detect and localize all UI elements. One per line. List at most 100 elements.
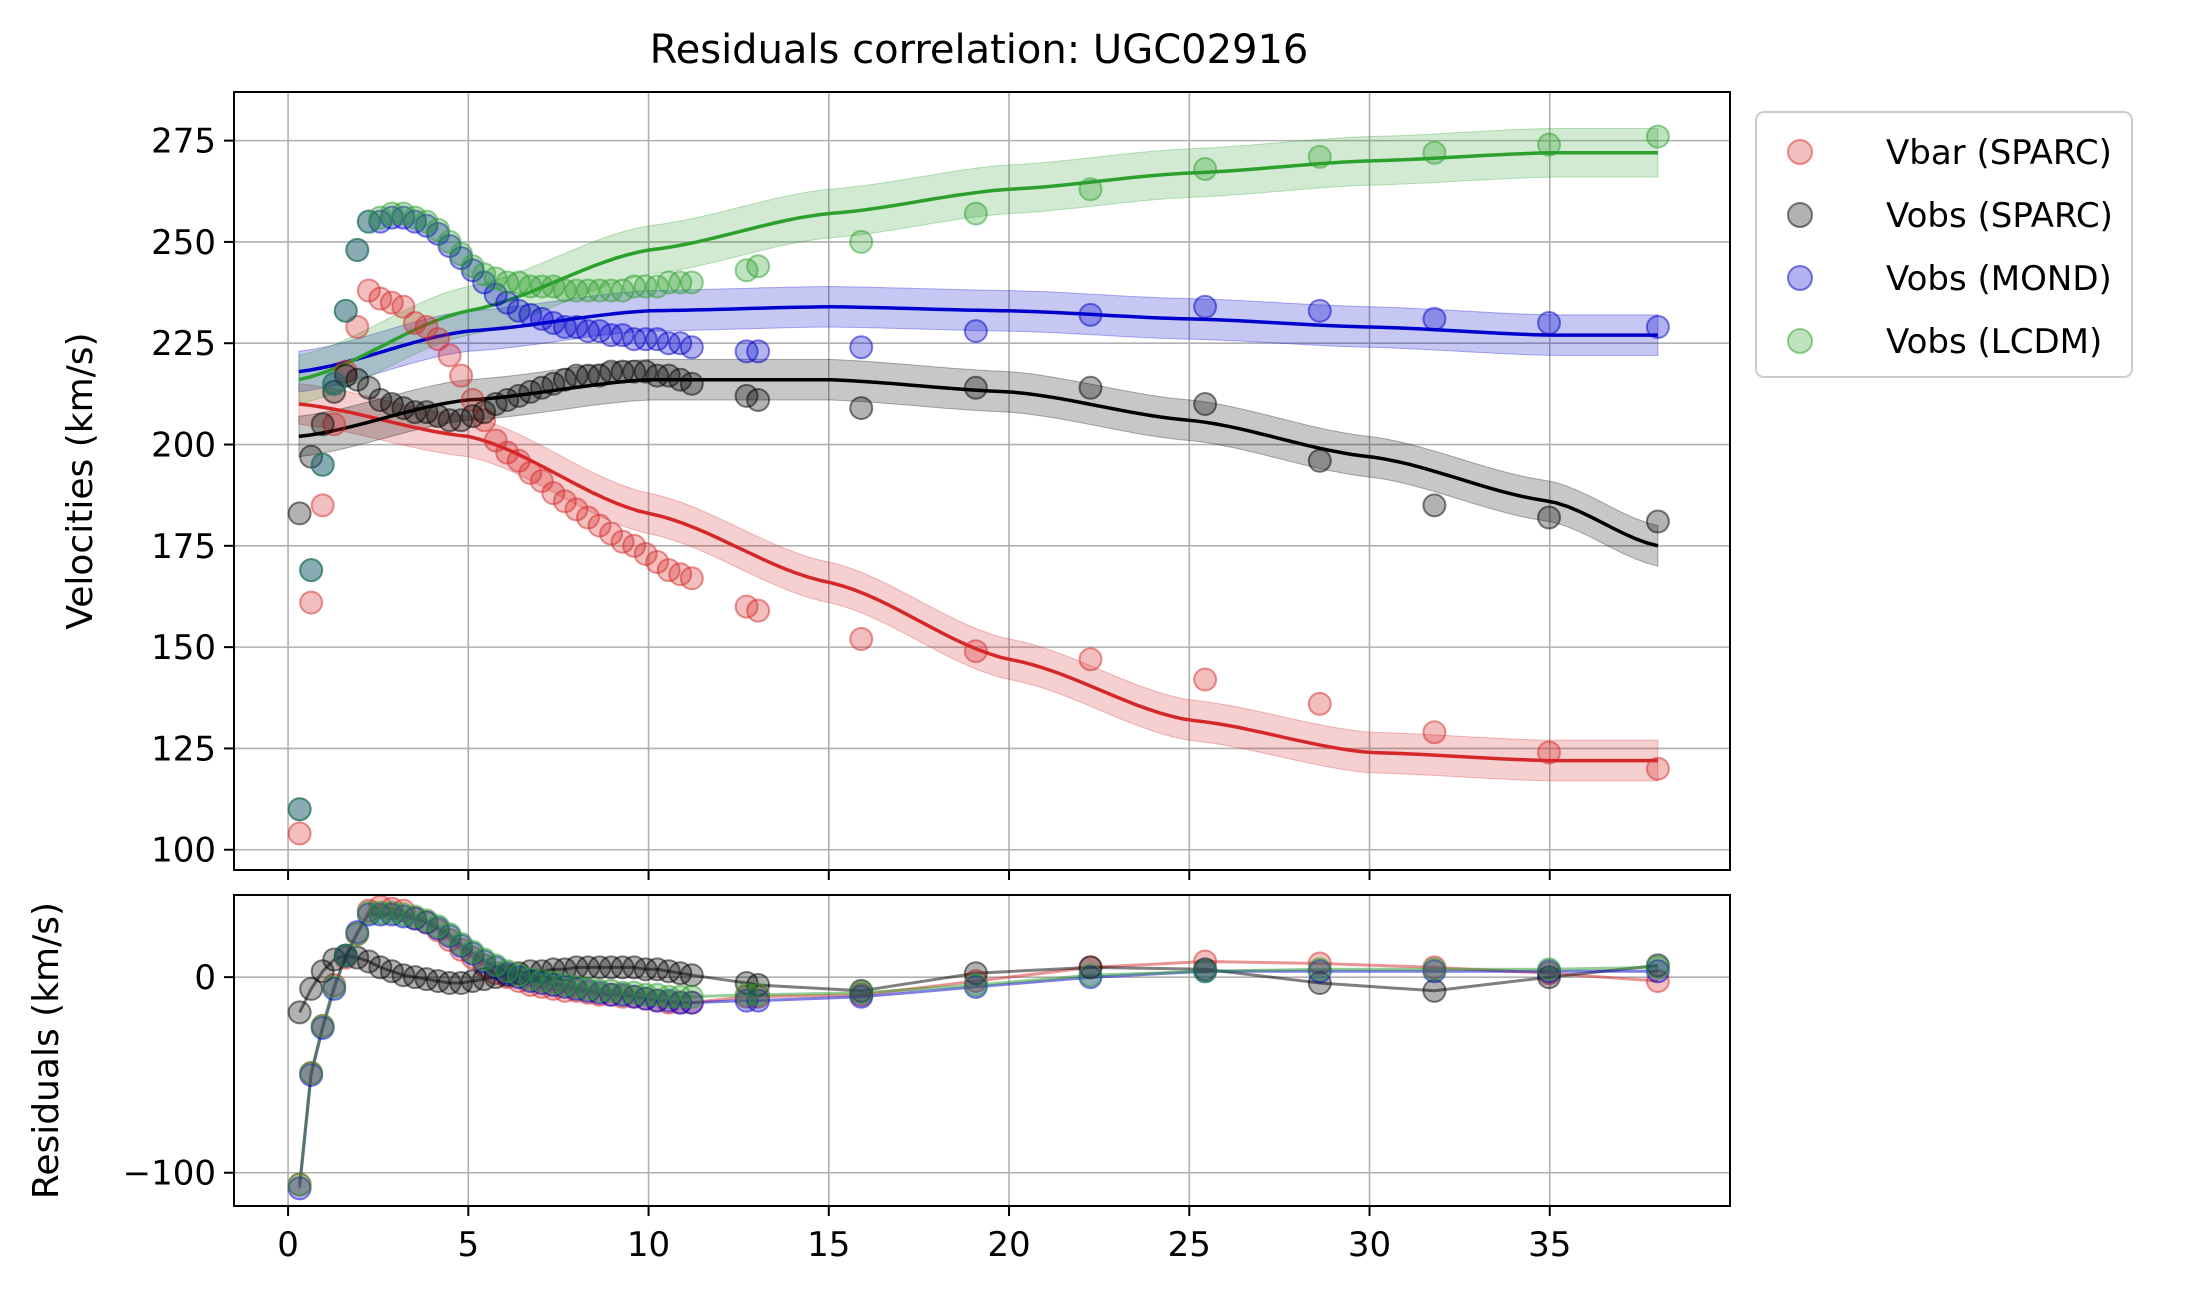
y-tick-label: 225 [151,324,216,364]
data-point [333,298,358,323]
residual-line [298,911,1658,1185]
residual-point [414,908,439,933]
fit-line [298,402,1658,763]
velocity-axis-label: Velocities (km/s) [60,332,101,629]
data-point [1645,509,1670,534]
data-point [679,335,704,360]
residual-point [746,988,771,1013]
fit-band [298,358,1659,567]
x-tick-label: 30 [1348,1225,1391,1265]
data-point [345,315,370,340]
data-point [1193,667,1218,692]
residual-points [287,894,1670,1201]
x-tick-label: 20 [987,1225,1030,1265]
data-point [1193,294,1218,319]
data-point [437,343,462,368]
data-point [1307,448,1332,473]
fit-band [298,128,1659,405]
data-point [849,627,874,652]
data-point [849,396,874,421]
data-point [1307,144,1332,169]
y-tick-label: 275 [151,122,216,162]
residual-point [1307,957,1332,982]
legend-marker [1787,202,1813,228]
residual-point [1193,959,1218,984]
data-point [1645,756,1670,781]
data-point [679,371,704,396]
fit-line [298,377,1659,548]
residual-point [679,990,704,1015]
velocity-panel-axes: 100 125 150 175 200 225 250 275 [151,122,1551,880]
data-point [679,566,704,591]
residual-point [345,922,370,947]
data-point [1078,302,1103,327]
residual-point [333,943,358,968]
residual-point [1078,963,1103,988]
y-tick-label: 150 [151,628,216,668]
data-point [287,797,312,822]
y-tick-label: 175 [151,527,216,567]
y-tick-label: −100 [123,1154,216,1194]
data-point [1645,124,1670,149]
y-tick-label: 0 [194,958,216,998]
residual-point [963,972,988,997]
residual-point [746,982,771,1007]
x-tick-label: 5 [457,1225,479,1265]
residual-point [1193,949,1218,974]
residual-point [849,980,874,1005]
data-point [1193,392,1218,417]
data-point [1307,298,1332,323]
residual-axis-label: Residuals (km/s) [26,902,67,1199]
residual-point [679,963,704,988]
residual-lines [298,905,1659,1189]
residual-point [356,949,381,974]
data-point [310,412,335,437]
data-point [345,238,370,263]
y-tick-label: 250 [151,223,216,263]
y-tick-label: 125 [151,729,216,769]
data-point [963,201,988,226]
data-point [1193,156,1218,181]
residual-line [298,905,1659,1185]
legend-marker [1787,139,1813,165]
residual-point [310,1014,335,1039]
x-tick-label: 0 [277,1225,299,1265]
chart-legend: Vbar (SPARC) Vobs (SPARC) Vobs (MOND) Vobs … [1755,111,2133,378]
data-point [322,379,347,404]
x-tick-label: 10 [627,1225,670,1265]
residual-point [1645,955,1670,980]
data-point [963,319,988,344]
residual-point [679,984,704,1009]
legend-label: Vobs (SPARC) [1886,196,2113,236]
data-point [963,375,988,400]
data-point [299,558,324,583]
data-point [849,335,874,360]
data-point [310,452,335,477]
residual-panel-frame [233,894,1731,1207]
residual-point [322,974,347,999]
data-point [1422,140,1447,165]
data-point [1078,647,1103,672]
residual-point [287,1000,312,1025]
data-point [1307,691,1332,716]
data-point [1537,310,1562,335]
data-point [310,493,335,518]
data-point [449,363,474,388]
data-point [849,229,874,254]
data-point [1422,306,1447,331]
data-point [426,327,451,352]
legend-box [1755,111,2133,378]
legend-label: Vobs (MOND) [1886,259,2112,299]
residual-point [299,976,324,1001]
data-point [287,821,312,846]
data-point [746,254,771,279]
legend-marker [1787,328,1813,354]
x-tick-label: 25 [1168,1225,1211,1265]
legend-marker [1787,265,1813,291]
residual-point [1307,951,1332,976]
residual-point [1422,957,1447,982]
fit-band [298,383,1659,782]
data-point [1537,132,1562,157]
x-tick-label: 35 [1528,1225,1571,1265]
